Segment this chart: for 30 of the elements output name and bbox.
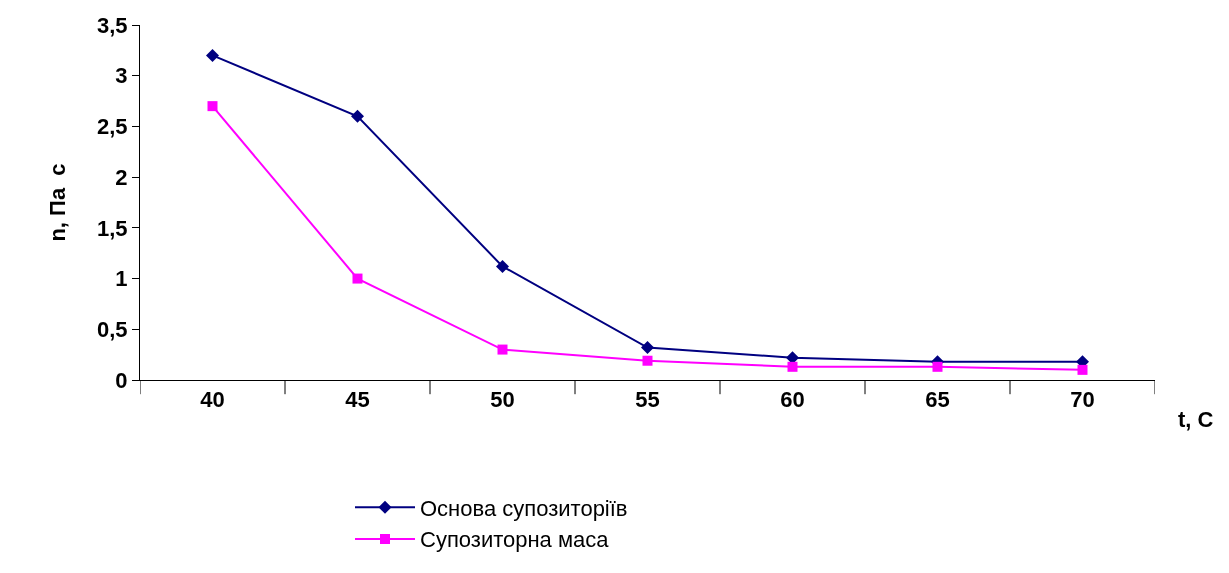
point <box>787 361 798 372</box>
legend-label: Основа супозиторіїв <box>420 495 628 521</box>
point <box>932 361 943 372</box>
y-tick-label: 0,5 <box>97 316 128 342</box>
y-tick-label: 3,5 <box>97 12 128 38</box>
y-tick-label: 0 <box>115 367 128 393</box>
y-tick-label: 1 <box>115 266 128 292</box>
point <box>496 259 509 273</box>
x-tick-label: 60 <box>780 387 805 413</box>
x-tick-label: 70 <box>1070 387 1095 413</box>
point <box>642 355 653 366</box>
x-tick-label: 65 <box>925 387 950 413</box>
x-tick-label: 55 <box>635 387 660 413</box>
point <box>206 48 219 62</box>
x-axis-title: t, C <box>1178 407 1214 432</box>
y-tick-label: 2 <box>115 164 128 190</box>
x-tick-label: 50 <box>490 387 515 413</box>
y-tick-label: 2,5 <box>97 114 128 140</box>
x-tick-label: 40 <box>200 387 225 413</box>
y-tick-label: 1,5 <box>97 215 128 241</box>
y-axis-title: n, Па с <box>44 163 70 242</box>
point <box>352 273 363 284</box>
point <box>1077 364 1088 375</box>
x-tick-label: 45 <box>345 387 370 413</box>
y-tick-label: 3 <box>115 63 128 89</box>
point <box>641 341 654 355</box>
point <box>497 344 508 355</box>
point <box>207 101 218 112</box>
point <box>351 109 364 123</box>
legend-label: Супозиторна маса <box>420 527 610 553</box>
